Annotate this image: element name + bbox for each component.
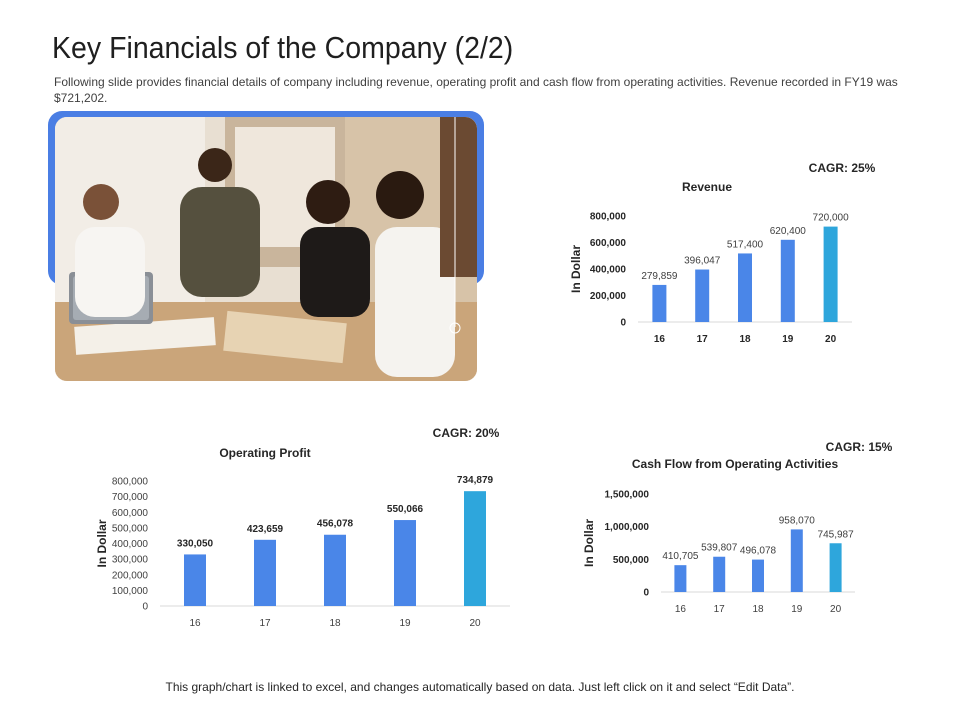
data-label: 410,705 bbox=[662, 551, 699, 562]
x-tick-label: 18 bbox=[752, 604, 764, 615]
data-label: 330,050 bbox=[177, 538, 214, 549]
y-tick-label: 400,000 bbox=[590, 265, 627, 276]
operating-profit-chart-svg: Operating Profit CAGR: 20% In Dollar 0 100,0… bbox=[95, 426, 510, 629]
data-label: 745,987 bbox=[818, 529, 855, 540]
bar bbox=[713, 556, 726, 592]
y-tick-label: 400,000 bbox=[112, 539, 149, 550]
x-tick-label: 19 bbox=[399, 618, 411, 629]
revenue-chart: Revenue CAGR: 25% In Dollar 0 200,000 400,000… bbox=[560, 150, 900, 360]
y-tick-label: 500,000 bbox=[613, 555, 650, 566]
cash-flow-chart: Cash Flow from Operating Activities CAGR:… bbox=[575, 435, 895, 625]
operating-profit-chart: Operating Profit CAGR: 20% In Dollar 0 100,0… bbox=[90, 420, 520, 640]
x-tick-label: 17 bbox=[259, 618, 271, 629]
y-tick-label: 1,500,000 bbox=[605, 490, 650, 501]
x-tick-label: 17 bbox=[697, 334, 709, 345]
footer-note: This graph/chart is linked to excel, and… bbox=[165, 680, 795, 694]
y-tick-label: 200,000 bbox=[112, 570, 149, 581]
x-tick-label: 16 bbox=[189, 618, 201, 629]
x-tick-label: 16 bbox=[654, 334, 666, 345]
data-label: 456,078 bbox=[317, 519, 354, 530]
bar bbox=[695, 269, 710, 322]
x-tick-label: 18 bbox=[329, 618, 341, 629]
bar bbox=[394, 520, 416, 606]
data-label: 539,807 bbox=[701, 543, 738, 554]
bar bbox=[674, 565, 687, 592]
y-axis-label: In Dollar bbox=[569, 245, 583, 293]
y-tick-label: 800,000 bbox=[590, 212, 627, 223]
y-tick-label: 100,000 bbox=[112, 586, 149, 597]
page-subtitle: Following slide provides financial detai… bbox=[54, 75, 898, 105]
y-tick-label: 300,000 bbox=[112, 555, 149, 566]
x-tick-label: 20 bbox=[825, 334, 837, 345]
revenue-chart-svg: Revenue CAGR: 25% In Dollar 0 200,000 400,000… bbox=[569, 161, 876, 345]
data-label: 734,879 bbox=[457, 475, 494, 486]
y-tick-label: 600,000 bbox=[590, 238, 627, 249]
bar bbox=[829, 543, 842, 592]
y-tick-label: 1,000,000 bbox=[605, 522, 650, 533]
x-tick-label: 20 bbox=[830, 604, 842, 615]
data-label: 958,070 bbox=[779, 515, 816, 526]
team-photo bbox=[55, 117, 477, 381]
team-photo-illustration bbox=[55, 117, 477, 381]
chart-title: Cash Flow from Operating Activities bbox=[632, 457, 839, 471]
bar bbox=[780, 239, 795, 322]
y-tick-label: 0 bbox=[643, 588, 649, 599]
data-label: 423,659 bbox=[247, 524, 284, 535]
y-tick-label: 0 bbox=[142, 602, 148, 613]
bar bbox=[823, 226, 838, 322]
x-tick-label: 19 bbox=[782, 334, 794, 345]
data-label: 279,859 bbox=[641, 271, 678, 282]
y-tick-label: 0 bbox=[620, 318, 626, 329]
bar bbox=[652, 284, 667, 322]
bar bbox=[184, 554, 206, 606]
bar bbox=[790, 529, 803, 592]
page-title: Key Financials of the Company (2/2) bbox=[52, 30, 514, 65]
data-label: 517,400 bbox=[727, 239, 764, 250]
x-tick-label: 16 bbox=[675, 604, 687, 615]
bar bbox=[324, 534, 346, 606]
bar bbox=[254, 539, 276, 606]
bar bbox=[752, 559, 764, 592]
y-tick-label: 800,000 bbox=[112, 477, 149, 488]
cagr-label: CAGR: 20% bbox=[433, 426, 500, 440]
x-tick-label: 20 bbox=[469, 618, 481, 629]
y-tick-label: 200,000 bbox=[590, 291, 627, 302]
bar bbox=[738, 253, 752, 322]
data-label: 550,066 bbox=[387, 504, 424, 515]
data-label: 720,000 bbox=[813, 213, 850, 224]
data-label: 396,047 bbox=[684, 256, 721, 267]
x-tick-label: 19 bbox=[791, 604, 803, 615]
x-tick-label: 17 bbox=[714, 604, 726, 615]
y-axis-label: In Dollar bbox=[582, 519, 596, 567]
chart-title: Operating Profit bbox=[219, 446, 310, 460]
y-axis-label: In Dollar bbox=[95, 519, 109, 567]
cagr-label: CAGR: 15% bbox=[826, 440, 893, 454]
y-tick-label: 600,000 bbox=[112, 508, 149, 519]
data-label: 620,400 bbox=[770, 226, 807, 237]
chart-title: Revenue bbox=[682, 180, 732, 194]
cash-flow-chart-svg: Cash Flow from Operating Activities CAGR:… bbox=[582, 440, 893, 615]
data-label: 496,078 bbox=[740, 546, 777, 557]
x-tick-label: 18 bbox=[739, 334, 751, 345]
bar bbox=[464, 491, 486, 606]
cagr-label: CAGR: 25% bbox=[809, 161, 876, 175]
y-tick-label: 700,000 bbox=[112, 492, 149, 503]
y-tick-label: 500,000 bbox=[112, 523, 149, 534]
